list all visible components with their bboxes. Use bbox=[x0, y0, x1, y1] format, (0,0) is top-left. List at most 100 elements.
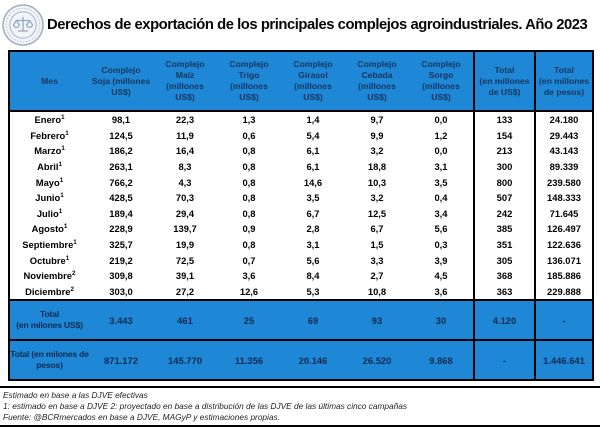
table-row: Julio1 189,4 29,4 0,8 6,7 12,5 3,4 242 71.645 bbox=[9, 205, 593, 222]
value-cell: 126.497 bbox=[534, 221, 593, 237]
total-cell: 11.356 bbox=[217, 339, 281, 381]
value-cell: 4,3 bbox=[153, 174, 217, 190]
value-cell: 2,8 bbox=[281, 221, 345, 237]
col-header-cebada: Complejo Cebada (millones US$) bbox=[345, 51, 409, 112]
total-label-line: (en milones US$) bbox=[16, 320, 83, 331]
value-cell: 3,1 bbox=[409, 158, 474, 175]
value-cell: 133 bbox=[473, 111, 535, 128]
month-cell: Septiembre1 bbox=[9, 236, 89, 253]
header-line: Complejo bbox=[165, 59, 205, 69]
value-cell: 0,0 bbox=[409, 111, 474, 128]
header-line: Complejo bbox=[357, 59, 397, 69]
value-cell: 154 bbox=[473, 127, 535, 144]
table-footer: Total (en milones US$) 3.443 461 25 69 93… bbox=[9, 299, 593, 381]
value-cell: 22,3 bbox=[153, 111, 217, 128]
total-cell: 1.446.641 bbox=[534, 339, 593, 381]
value-cell: 185.886 bbox=[534, 267, 593, 284]
value-cell: 6,1 bbox=[281, 158, 345, 175]
value-cell: 39,1 bbox=[153, 267, 217, 284]
header-line: de US$) bbox=[488, 86, 521, 97]
total-usd-label: Total (en milones US$) bbox=[9, 299, 89, 341]
value-cell: 229.888 bbox=[534, 283, 593, 301]
value-cell: 1,5 bbox=[345, 236, 409, 253]
header-line: US$) bbox=[367, 92, 387, 102]
total-cell: 25 bbox=[217, 299, 281, 341]
total-cell: 26.520 bbox=[345, 339, 409, 381]
value-cell: 148.333 bbox=[534, 189, 593, 206]
month-cell: Diciembre2 bbox=[9, 283, 89, 301]
col-header-mes: Mes bbox=[9, 51, 89, 112]
header-line: (en millones bbox=[538, 75, 590, 86]
value-cell: 5,6 bbox=[409, 221, 474, 237]
value-cell: 19,9 bbox=[153, 236, 217, 253]
value-cell: 385 bbox=[473, 221, 535, 237]
value-cell: 29.443 bbox=[534, 127, 593, 144]
title-bar: Derechos de exportación de los principal… bbox=[2, 3, 600, 47]
total-pesos-label: Total (en milones de pesos) bbox=[9, 339, 89, 381]
footnote-line: Estimado en base a las DJVE efectivas bbox=[3, 390, 148, 400]
value-cell: 228,9 bbox=[89, 221, 153, 237]
total-cell: 4.120 bbox=[473, 299, 535, 341]
value-cell: 428,5 bbox=[89, 189, 153, 206]
value-cell: 0,3 bbox=[409, 236, 474, 253]
header-line: Sorgo bbox=[428, 70, 454, 80]
value-cell: 300 bbox=[473, 158, 535, 175]
value-cell: 3,6 bbox=[409, 283, 474, 301]
month-cell: Julio1 bbox=[9, 205, 89, 222]
value-cell: 136.071 bbox=[534, 252, 593, 268]
total-cell: 9.868 bbox=[409, 339, 474, 381]
value-cell: 5,4 bbox=[281, 127, 345, 144]
value-cell: 263,1 bbox=[89, 158, 153, 175]
col-header-total-pesos: Total (en millones de pesos) bbox=[534, 51, 593, 112]
value-cell: 122.636 bbox=[534, 236, 593, 253]
value-cell: 89.339 bbox=[534, 158, 593, 175]
header-line: (millones bbox=[422, 81, 460, 91]
value-cell: 8,4 bbox=[281, 267, 345, 284]
header-line: US$) bbox=[111, 86, 131, 97]
value-cell: 10,3 bbox=[345, 174, 409, 190]
value-cell: 3,4 bbox=[409, 205, 474, 222]
value-cell: 16,4 bbox=[153, 143, 217, 159]
value-cell: 139,7 bbox=[153, 221, 217, 237]
value-cell: 0,8 bbox=[217, 174, 281, 190]
table-body: Enero1 98,1 22,3 1,3 1,4 9,7 0,0 133 24.180 Febre… bbox=[9, 111, 593, 301]
value-cell: 6,7 bbox=[281, 205, 345, 222]
value-cell: 124,5 bbox=[89, 127, 153, 144]
total-label-line: Total (en milones de bbox=[10, 348, 89, 359]
col-header-girasol: Complejo Girasol (millones US$) bbox=[281, 51, 345, 112]
month-cell: Junio1 bbox=[9, 189, 89, 206]
total-cell: 145.770 bbox=[153, 339, 217, 381]
header-line: de pesos) bbox=[543, 86, 585, 97]
header-line: US$) bbox=[431, 92, 451, 102]
total-cell: 93 bbox=[345, 299, 409, 341]
footnote-line: Fuente: @BCRmercados en base a DJVE, MAG… bbox=[3, 412, 280, 422]
total-pesos-row: Total (en milones de pesos) 871.172 145.7… bbox=[9, 339, 593, 381]
header-line: Cebada bbox=[361, 70, 393, 80]
bcr-logo-seal-icon bbox=[2, 4, 44, 46]
table-row: Junio1 428,5 70,3 0,8 3,5 3,2 0,4 507 148.333 bbox=[9, 189, 593, 206]
table-row: Noviembre2 309,8 39,1 3,6 8,4 2,7 4,5 368 185.88… bbox=[9, 267, 593, 284]
header-line: (millones bbox=[294, 81, 332, 91]
value-cell: 0,9 bbox=[217, 221, 281, 237]
table-row: Enero1 98,1 22,3 1,3 1,4 9,7 0,0 133 24.180 bbox=[9, 111, 593, 128]
header-line: Mes bbox=[41, 75, 58, 86]
month-cell: Enero1 bbox=[9, 111, 89, 128]
value-cell: 309,8 bbox=[89, 267, 153, 284]
value-cell: 4,5 bbox=[409, 267, 474, 284]
value-cell: 24.180 bbox=[534, 111, 593, 128]
value-cell: 5,6 bbox=[281, 252, 345, 268]
header-line: Total bbox=[494, 64, 515, 75]
value-cell: 2,7 bbox=[345, 267, 409, 284]
value-cell: 12,5 bbox=[345, 205, 409, 222]
month-cell: Agosto1 bbox=[9, 221, 89, 237]
col-header-maiz: Complejo Maíz (millones US$) bbox=[153, 51, 217, 112]
total-cell: - bbox=[473, 339, 535, 381]
scales-of-justice-icon bbox=[12, 16, 34, 32]
total-cell: 69 bbox=[281, 299, 345, 341]
header-row: Mes Complejo Soja (millones US$) Complejo M… bbox=[9, 51, 593, 112]
header-line: Trigo bbox=[238, 70, 260, 80]
col-header-total-usd: Total (en millones de US$) bbox=[473, 51, 535, 112]
value-cell: 189,4 bbox=[89, 205, 153, 222]
value-cell: 363 bbox=[473, 283, 535, 301]
table-row: Diciembre2 303,0 27,2 12,6 5,3 10,8 3,6 363 229.… bbox=[9, 283, 593, 301]
